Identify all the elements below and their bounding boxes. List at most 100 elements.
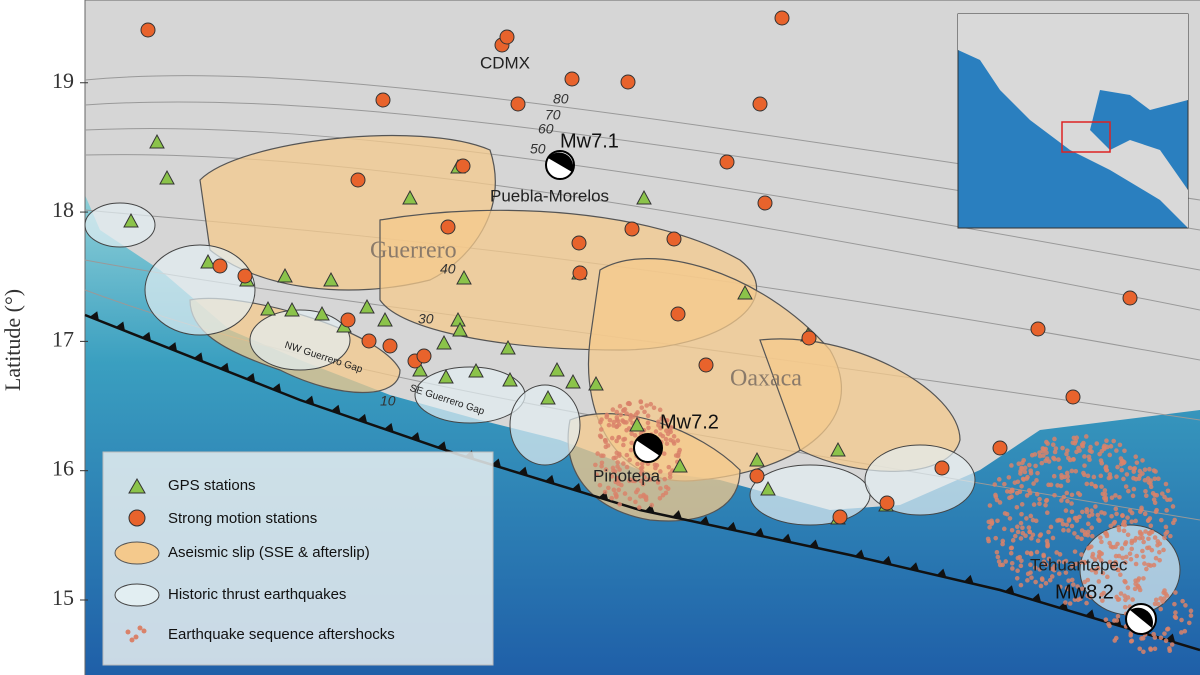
trench-tooth [854, 549, 865, 559]
trench-tooth [115, 321, 125, 331]
aftershock [1009, 527, 1015, 533]
aftershock [639, 461, 645, 467]
aftershock [1057, 465, 1063, 471]
aftershock [617, 467, 622, 472]
aftershock [1010, 566, 1015, 571]
aftershock [607, 417, 613, 423]
aftershock [1019, 483, 1024, 489]
aftershock [1152, 476, 1158, 482]
strong-motion-station [499, 29, 515, 45]
aftershock [1075, 584, 1080, 589]
aftershock [628, 417, 633, 422]
aftershock [1069, 492, 1075, 498]
aftershock [1034, 478, 1039, 483]
aftershock [603, 467, 609, 472]
aftershock [1066, 528, 1071, 533]
aftershock [1165, 626, 1171, 632]
aftershock [1133, 518, 1138, 524]
aftershock [1082, 454, 1087, 459]
strong-motion-station [934, 460, 950, 476]
aftershock [1146, 536, 1151, 542]
aftershock [1153, 597, 1159, 603]
aftershock [1139, 505, 1144, 511]
aftershock [1063, 600, 1068, 605]
aftershock [1152, 635, 1158, 640]
aftershock [621, 442, 626, 448]
aftershock [1089, 525, 1095, 530]
aftershock [1088, 544, 1094, 549]
aftershock [1127, 465, 1133, 471]
trench-tooth [193, 352, 204, 362]
event-label: Mw7.2 [660, 411, 719, 433]
trench-tooth [963, 574, 974, 584]
aftershock [598, 427, 604, 432]
aftershock [1121, 476, 1126, 482]
aftershock [1173, 610, 1178, 615]
aftershock [617, 403, 623, 409]
aftershock [1044, 497, 1050, 503]
aftershock [628, 447, 634, 453]
aftershock [599, 463, 604, 469]
aftershock [1056, 571, 1062, 576]
aftershock [1028, 551, 1034, 557]
aftershock [1079, 552, 1084, 557]
gps-station [636, 189, 652, 205]
aftershock [1026, 525, 1032, 530]
strong-motion-station [416, 348, 432, 364]
strong-motion-station [361, 333, 377, 349]
aftershock [1061, 559, 1067, 565]
aftershock [1118, 591, 1124, 596]
aftershock [1023, 533, 1028, 539]
trench-tooth [1031, 593, 1042, 603]
aftershock [677, 447, 682, 453]
aftershock [629, 440, 634, 446]
aftershock [618, 412, 623, 418]
aftershock [1107, 540, 1112, 546]
aftershock [635, 461, 640, 467]
aftershock [1138, 531, 1143, 536]
aftershock [1115, 464, 1120, 470]
contour-label: 70 [545, 107, 561, 123]
gps-station [436, 334, 452, 350]
aftershock [1100, 570, 1106, 576]
aftershock [1044, 456, 1050, 461]
aftershock [1109, 513, 1114, 519]
gps-station [412, 361, 428, 377]
aftershock [601, 453, 606, 459]
aftershock [1064, 490, 1070, 496]
aftershock [1178, 630, 1184, 635]
strong-motion-station [698, 357, 714, 373]
aftershock [645, 413, 651, 419]
aftershock [1141, 554, 1146, 560]
aftershock [1014, 575, 1020, 581]
aftershock [617, 502, 622, 507]
aftershock [1093, 570, 1099, 575]
aftershock [616, 453, 622, 458]
aftershock [622, 436, 628, 442]
aftershock [1050, 442, 1056, 447]
aftershock [624, 427, 629, 433]
aftershock [1167, 497, 1173, 502]
gps-station [200, 253, 216, 269]
aftershock [614, 493, 619, 498]
aftershock [1162, 494, 1167, 500]
aftershock [665, 486, 671, 491]
aftershock [643, 494, 649, 500]
trench-tooth [410, 432, 421, 442]
aftershock [1114, 448, 1119, 453]
aftershock [1131, 486, 1137, 492]
aftershock [614, 415, 620, 420]
aftershock [1129, 519, 1135, 524]
aftershock [622, 491, 628, 496]
aftershock [614, 424, 619, 430]
inset-map [957, 13, 1189, 229]
aftershock [1024, 516, 1029, 521]
strong-motion-station [666, 231, 682, 247]
aftershock [667, 427, 673, 433]
aftershock [1095, 565, 1101, 571]
trench-tooth [545, 474, 555, 484]
aftershock [1067, 601, 1073, 606]
aftershock [1063, 508, 1069, 513]
aftershock [1125, 515, 1130, 520]
trench-tooth [727, 521, 737, 531]
